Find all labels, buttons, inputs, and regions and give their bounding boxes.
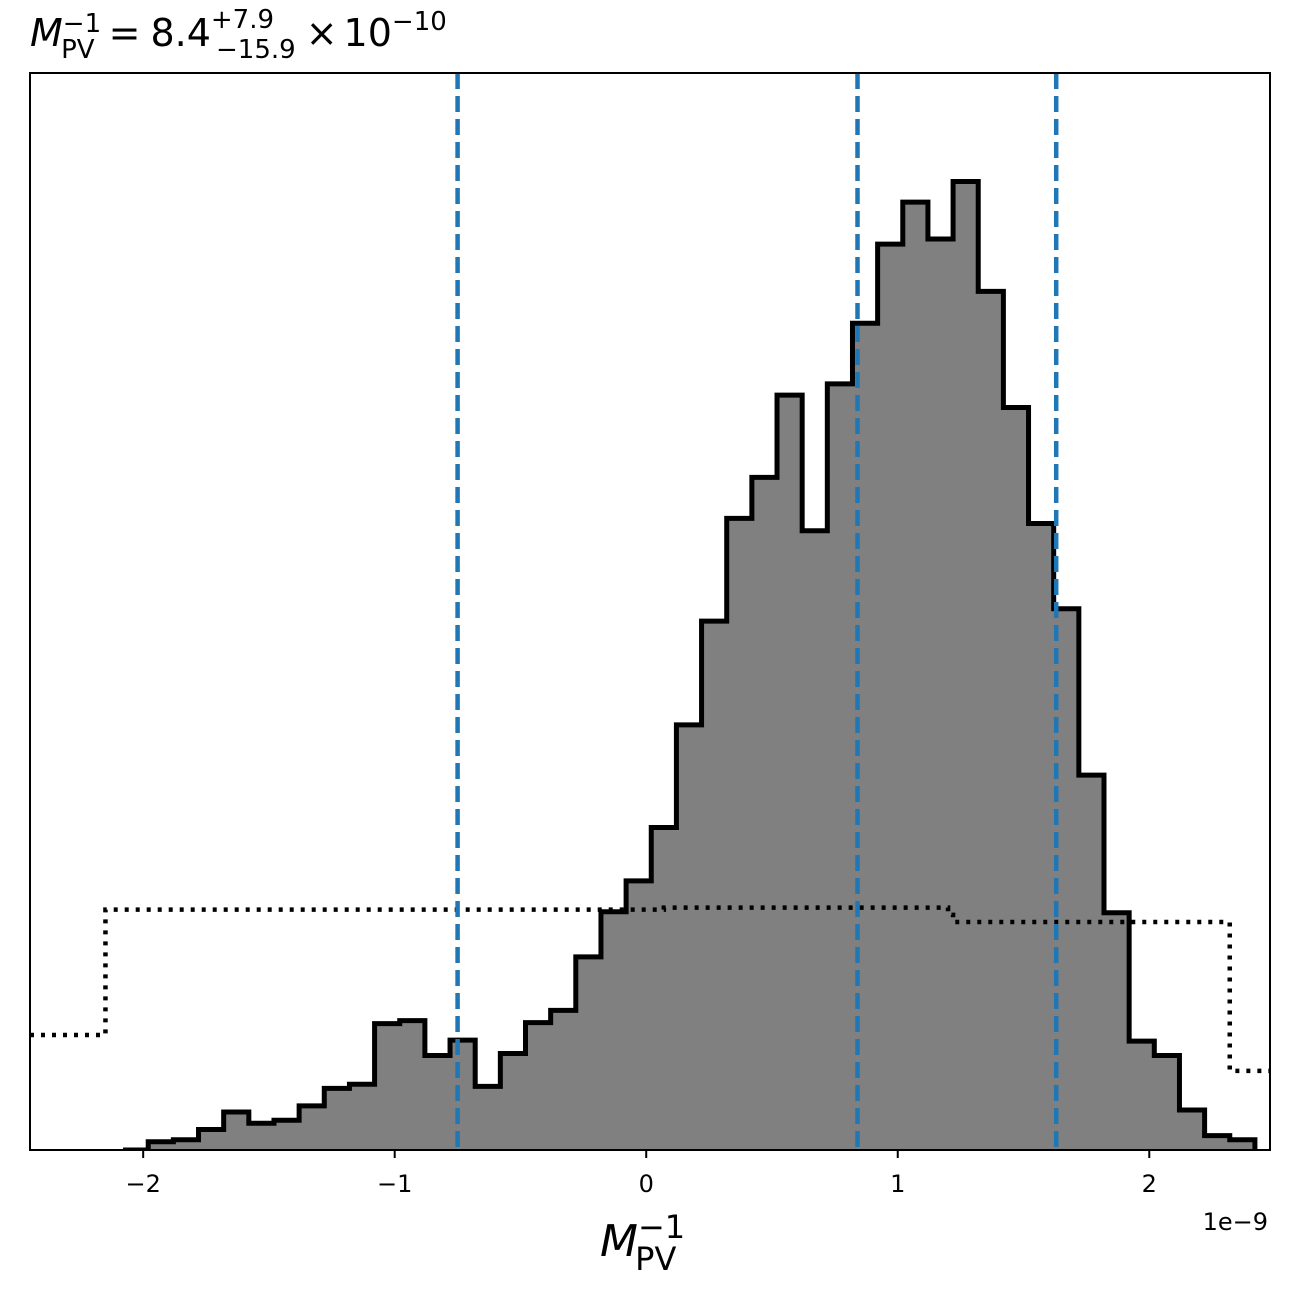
x-tick-label: 2 — [1142, 1170, 1157, 1198]
histogram-bar — [827, 383, 853, 1150]
histogram-bar — [1078, 775, 1105, 1150]
histogram-bar — [450, 1040, 476, 1150]
x-offset-label: 1e−9 — [1203, 1208, 1268, 1236]
histogram-bar — [1028, 523, 1055, 1150]
histogram-bar — [927, 239, 954, 1150]
histogram-bar — [953, 181, 979, 1150]
axes-frame — [29, 72, 1271, 1151]
histogram-bar — [726, 518, 753, 1150]
histogram-bar — [273, 1120, 300, 1150]
histogram-outline — [123, 179, 1258, 1150]
x-axis-label: M−1 PV — [600, 1208, 685, 1278]
histogram-bar — [324, 1088, 350, 1150]
histogram-bar — [902, 202, 929, 1150]
histogram-bar — [676, 724, 703, 1150]
histogram-bar — [600, 911, 627, 1150]
histogram-bar — [877, 244, 904, 1150]
histogram-bar — [1179, 1109, 1206, 1150]
histogram-bar — [198, 1129, 225, 1150]
histogram-bar — [777, 395, 803, 1150]
histogram-bar — [550, 1010, 577, 1150]
histogram-bar — [299, 1105, 325, 1150]
histogram-bar — [852, 323, 879, 1150]
histogram-bar — [525, 1022, 552, 1150]
histogram-bar — [148, 1141, 174, 1150]
histogram-bar — [424, 1055, 451, 1150]
histogram-bar — [751, 477, 778, 1150]
histogram-bar — [575, 956, 602, 1150]
chart-title: M−1 PV = 8.4+7.9 −15.9 × 10−10 — [30, 5, 447, 65]
histogram-bar — [1154, 1055, 1180, 1150]
histogram-bar — [1003, 407, 1030, 1150]
prior-step-line — [30, 905, 1270, 1074]
plot-area — [30, 73, 1270, 1150]
histogram-bar — [978, 291, 1004, 1150]
histogram-bar — [248, 1123, 275, 1150]
histogram-bar — [223, 1112, 250, 1150]
x-tick-label: −1 — [377, 1170, 412, 1198]
histogram-bar — [802, 530, 828, 1150]
histogram-bar — [1204, 1135, 1231, 1150]
x-tick-label: 0 — [639, 1170, 654, 1198]
histogram-bar — [1129, 1041, 1155, 1150]
histogram-bar — [701, 621, 728, 1150]
histogram-bar — [500, 1053, 526, 1150]
histogram-bar — [651, 827, 677, 1150]
histogram-bar — [626, 880, 652, 1150]
x-tick-label: 1 — [890, 1170, 905, 1198]
histogram-bar — [475, 1086, 501, 1150]
histogram-bar — [399, 1020, 426, 1150]
histogram-bar — [374, 1023, 401, 1150]
histogram-bar — [349, 1084, 376, 1150]
x-tick-label: −2 — [125, 1170, 160, 1198]
histogram-bar — [1229, 1139, 1256, 1150]
histogram-bar — [1103, 912, 1130, 1150]
histogram-bar — [173, 1139, 200, 1150]
x-axis-ticks: −2 −1 0 1 2 — [125, 1150, 1157, 1198]
